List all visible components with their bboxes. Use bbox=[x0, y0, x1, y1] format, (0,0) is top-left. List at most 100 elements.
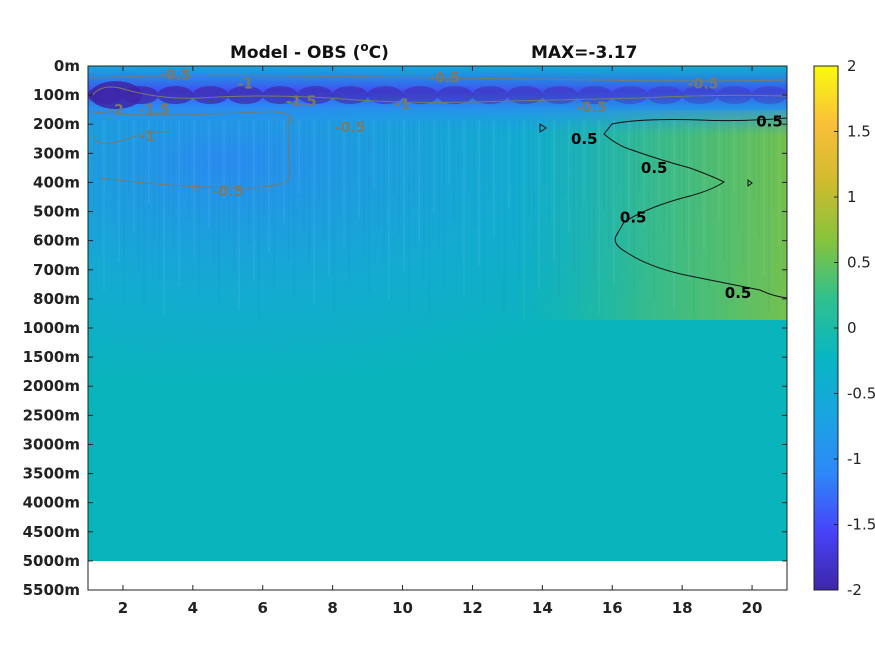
streak bbox=[118, 120, 120, 262]
streak bbox=[358, 120, 360, 218]
streak bbox=[598, 120, 600, 314]
streak bbox=[283, 120, 285, 223]
x-tick-label: 4 bbox=[188, 599, 198, 617]
streak bbox=[708, 120, 710, 288]
streak bbox=[113, 120, 115, 225]
streak bbox=[188, 120, 190, 220]
y-tick-label: 2000m bbox=[23, 377, 80, 395]
y-tick-label: 2500m bbox=[23, 406, 80, 424]
vertical-streak-texture bbox=[88, 120, 785, 319]
streak bbox=[558, 120, 560, 298]
y-tick-label: 4500m bbox=[23, 523, 80, 541]
streak bbox=[643, 120, 645, 227]
streak bbox=[648, 120, 650, 264]
streak bbox=[453, 120, 455, 221]
contour-minus-0-5-deep bbox=[99, 117, 293, 189]
streak bbox=[543, 120, 545, 187]
surface-blob bbox=[297, 86, 334, 105]
contour-label: -0.5 bbox=[335, 120, 366, 136]
streak bbox=[383, 120, 385, 263]
streak bbox=[563, 120, 565, 195]
streak bbox=[663, 120, 665, 235]
streak bbox=[538, 120, 540, 290]
streak bbox=[183, 120, 185, 183]
contour-lines bbox=[89, 74, 787, 299]
streak bbox=[518, 120, 520, 282]
heatmap-plot-area: -0.5 -1 -0.5 -0.5 -2 -1.5 -1.5 -1 -0.5 -1 -0.5 -0.5… bbox=[87, 65, 788, 591]
x-tick-label: 20 bbox=[742, 599, 763, 617]
streak bbox=[108, 120, 110, 188]
x-tick-label: 6 bbox=[258, 599, 268, 617]
streak bbox=[273, 120, 275, 289]
surface-blob bbox=[681, 86, 718, 105]
streak bbox=[753, 120, 755, 201]
contour-label: -0.5 bbox=[688, 76, 719, 92]
streak bbox=[163, 120, 165, 315]
streak bbox=[673, 120, 675, 309]
streak bbox=[548, 120, 550, 224]
streak bbox=[378, 120, 380, 226]
streak bbox=[638, 120, 640, 190]
streak bbox=[763, 120, 765, 275]
contour-label: -0.5 bbox=[429, 71, 460, 87]
streak bbox=[388, 120, 390, 300]
streak bbox=[448, 120, 450, 184]
streak bbox=[223, 120, 225, 199]
streak bbox=[473, 120, 475, 229]
x-tick-label: 8 bbox=[327, 599, 337, 617]
contour-label: 0.5 bbox=[571, 130, 598, 148]
no-data-region bbox=[88, 561, 787, 590]
streak bbox=[98, 120, 100, 254]
streak bbox=[478, 120, 480, 266]
contour-plus-0-5-dot bbox=[747, 179, 753, 187]
streak bbox=[578, 120, 580, 306]
streak bbox=[248, 120, 250, 244]
y-tick-label: 1000m bbox=[23, 319, 80, 337]
streak bbox=[438, 120, 440, 250]
streak bbox=[623, 120, 625, 219]
y-tick-label: 600m bbox=[33, 232, 80, 250]
streak bbox=[318, 120, 320, 202]
y-tick-label: 300m bbox=[33, 144, 80, 162]
streak bbox=[353, 120, 355, 181]
streak bbox=[143, 120, 145, 307]
streak bbox=[758, 120, 760, 238]
surface-blob bbox=[367, 86, 404, 105]
contour-plus-0-5-small bbox=[539, 123, 547, 133]
streak bbox=[483, 120, 485, 303]
streak bbox=[618, 120, 620, 182]
streak bbox=[423, 120, 425, 279]
x-axis-ticks: 2 4 6 8 10 12 14 16 18 20 bbox=[118, 66, 763, 617]
streak bbox=[368, 120, 370, 292]
colorbar-tick-label: 1 bbox=[847, 188, 857, 206]
streak bbox=[408, 120, 410, 308]
surface-blob bbox=[157, 86, 194, 105]
streak bbox=[693, 120, 695, 317]
streak bbox=[298, 120, 300, 194]
contour-label: -1 bbox=[140, 129, 156, 145]
surface-blob bbox=[402, 86, 439, 105]
streak bbox=[303, 120, 305, 231]
contour-minus-0-5-surface bbox=[89, 74, 787, 82]
streak bbox=[158, 120, 160, 278]
y-tick-label: 700m bbox=[33, 261, 80, 279]
colorbar-tick-label: 1.5 bbox=[847, 123, 871, 141]
surface-blob bbox=[262, 86, 299, 105]
streak bbox=[428, 120, 430, 316]
y-axis-ticks: 0m 100m 200m 300m 400m 500m 600m 700m 800m 1000m 1… bbox=[23, 57, 787, 599]
streak bbox=[783, 120, 785, 283]
streak bbox=[498, 120, 500, 274]
streak bbox=[493, 120, 495, 237]
streak bbox=[293, 120, 295, 297]
streak bbox=[193, 120, 195, 257]
y-tick-label: 200m bbox=[33, 115, 80, 133]
colorbar-tick-label: -1.5 bbox=[847, 516, 875, 534]
streak bbox=[93, 120, 95, 217]
streak bbox=[173, 120, 175, 249]
y-tick-label: 4000m bbox=[23, 494, 80, 512]
streak bbox=[213, 120, 215, 265]
streak bbox=[313, 120, 315, 305]
surface-blob bbox=[227, 86, 264, 105]
streak bbox=[588, 120, 590, 240]
streak bbox=[698, 120, 700, 214]
